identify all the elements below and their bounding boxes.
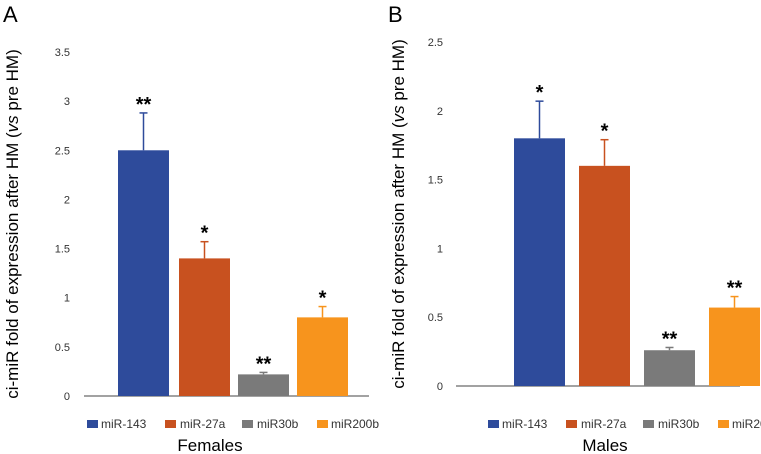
y-tick-label: 2 xyxy=(437,106,443,118)
panel-label: B xyxy=(388,2,403,27)
legend-label: miR30b xyxy=(658,417,700,431)
significance-mark: ** xyxy=(256,353,272,375)
bar-mir-27a xyxy=(579,165,630,386)
bar-mir30b xyxy=(238,374,289,396)
bar-mir-27a xyxy=(179,258,230,396)
significance-mark: * xyxy=(319,288,327,310)
significance-mark: * xyxy=(601,121,609,143)
legend-label: miR-27a xyxy=(180,417,226,431)
significance-mark: ** xyxy=(727,278,743,300)
y-tick-label: 0 xyxy=(437,381,443,393)
significance-mark: ** xyxy=(662,328,678,350)
panel-label: A xyxy=(3,2,18,27)
legend-swatch xyxy=(643,420,654,428)
legend-swatch xyxy=(242,420,253,428)
y-tick-label: 2.5 xyxy=(55,145,70,157)
legend-swatch xyxy=(87,420,98,428)
chart-panel-b: B00.511.522.5******ci-miR fold of expres… xyxy=(388,2,761,454)
y-tick-label: 1 xyxy=(64,293,70,305)
y-tick-label: 0.5 xyxy=(428,312,443,324)
y-tick-label: 0.5 xyxy=(55,342,70,354)
chart-panel-a: A00.511.522.533.5******ci-miR fold of ex… xyxy=(3,2,379,454)
y-tick-label: 2.5 xyxy=(428,37,443,49)
y-axis-label: ci-miR fold of expression after HM (vs p… xyxy=(389,39,408,389)
legend-swatch xyxy=(165,420,176,428)
legend-swatch xyxy=(566,420,577,428)
bar-mir200b xyxy=(297,317,348,396)
significance-mark: ** xyxy=(136,94,152,116)
legend-swatch xyxy=(317,420,328,428)
significance-mark: * xyxy=(536,82,544,104)
y-tick-label: 1.5 xyxy=(55,244,70,256)
legend-swatch xyxy=(488,420,499,428)
legend-swatch xyxy=(718,420,729,428)
y-tick-label: 3.5 xyxy=(55,47,70,59)
legend-label: miR200b xyxy=(331,417,379,431)
bar-mir30b xyxy=(644,350,695,386)
y-tick-label: 1 xyxy=(437,243,443,255)
legend-label: miR-27a xyxy=(581,417,627,431)
y-tick-label: 3 xyxy=(64,96,70,108)
bar-mir200b xyxy=(709,307,760,386)
legend-label: miR200b xyxy=(732,417,761,431)
y-tick-label: 2 xyxy=(64,194,70,206)
significance-mark: * xyxy=(201,223,209,245)
y-tick-label: 0 xyxy=(64,391,70,403)
bar-mir-143 xyxy=(118,150,169,396)
y-tick-label: 1.5 xyxy=(428,175,443,187)
legend-label: miR30b xyxy=(257,417,299,431)
legend-label: miR-143 xyxy=(101,417,147,431)
x-axis-label: Females xyxy=(177,436,242,454)
x-axis-label: Males xyxy=(582,436,627,454)
y-axis-label: ci-miR fold of expression after HM (vs p… xyxy=(3,49,22,399)
legend-label: miR-143 xyxy=(502,417,548,431)
bar-mir-143 xyxy=(514,138,565,386)
